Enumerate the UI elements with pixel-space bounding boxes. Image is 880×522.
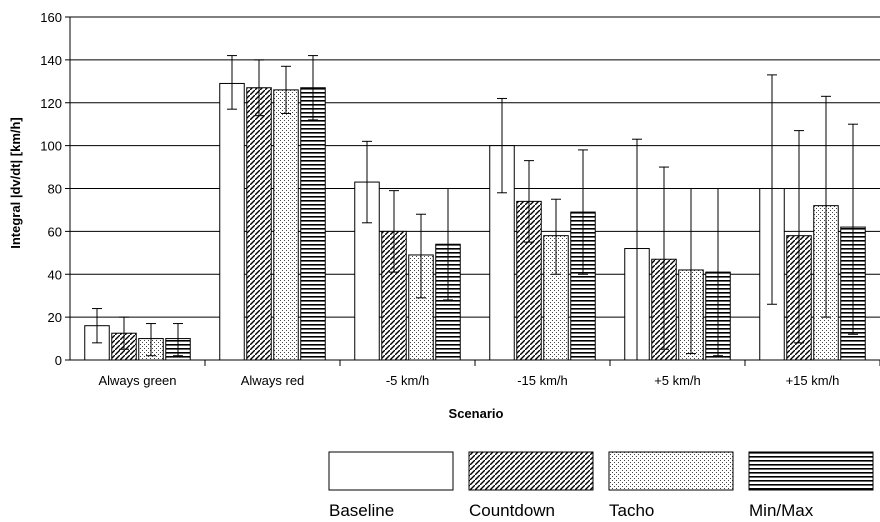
y-tick-label: 40 (48, 267, 62, 282)
y-tick-label: 100 (40, 139, 62, 154)
y-tick-label: 140 (40, 53, 62, 68)
bar (300, 87, 326, 361)
axes (65, 16, 880, 366)
y-tick-label: 120 (40, 96, 62, 111)
legend-label: Countdown (469, 501, 555, 520)
y-tick-label: 20 (48, 310, 62, 325)
bar (273, 89, 299, 361)
x-axis-title: Scenario (449, 406, 504, 421)
x-tick-label: -5 km/h (386, 373, 429, 388)
x-tick-label: Always green (98, 373, 176, 388)
legend-swatch (748, 451, 874, 491)
legend-swatch (468, 451, 594, 491)
legend-label: Min/Max (749, 501, 814, 520)
legend-swatch (608, 451, 734, 491)
y-tick-label: 80 (48, 182, 62, 197)
bar (219, 82, 245, 361)
y-tick-label: 0 (55, 353, 62, 368)
bar (246, 87, 272, 361)
legend-swatch (328, 451, 454, 491)
legend-label: Baseline (329, 501, 394, 520)
x-tick-label: +5 km/h (654, 373, 701, 388)
legend-label: Tacho (609, 501, 654, 520)
y-tick-label: 160 (40, 10, 62, 25)
legend: Baseline Countdown Tacho Min/Max (328, 451, 874, 520)
bars (84, 82, 866, 361)
x-tick-label: -15 km/h (517, 373, 568, 388)
x-tick-label: Always red (241, 373, 305, 388)
error-bars (92, 55, 858, 361)
y-axis-title: Integral |dv/dt| [km/h] (8, 117, 23, 249)
tick-labels: 0 20 40 60 80 100 120 140 160 Always green Always … (40, 10, 839, 388)
grid-lines (70, 16, 880, 318)
y-tick-label: 60 (48, 224, 62, 239)
x-tick-label: +15 km/h (786, 373, 840, 388)
